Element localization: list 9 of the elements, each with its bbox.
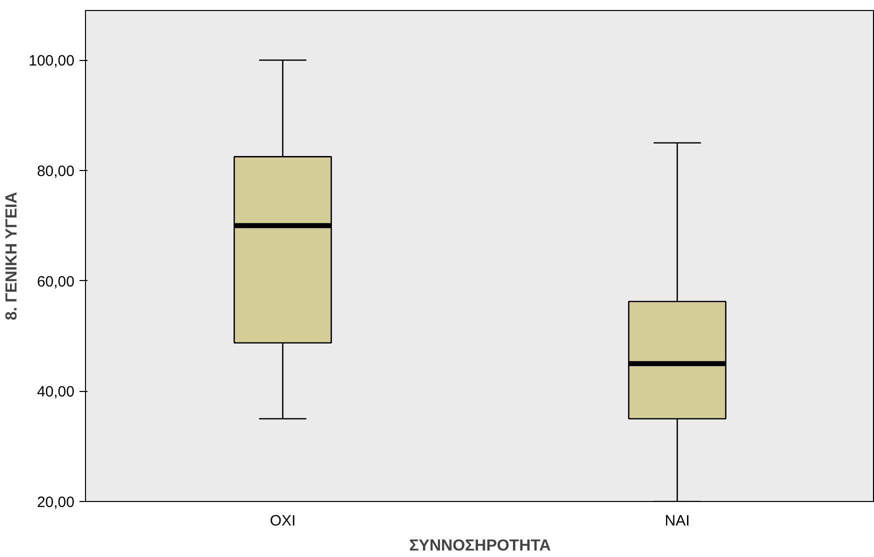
x-tick-label: ΝΑΙ <box>664 512 690 530</box>
y-tick-label: 80,00 <box>36 162 75 180</box>
y-axis-title: 8. ΓΕΝΙΚΗ ΥΓΕΙΑ <box>4 192 21 320</box>
y-tick-label: 20,00 <box>36 494 75 511</box>
x-axis-title: ΣΥΝΝΟΣΗΡΟΤΗΤΑ <box>409 538 552 554</box>
x-tick-label: ΟΧΙ <box>270 512 296 530</box>
y-tick-label: 40,00 <box>36 384 75 401</box>
y-tick-label: 100,00 <box>28 52 75 70</box>
y-tick-label: 60,00 <box>36 273 75 290</box>
